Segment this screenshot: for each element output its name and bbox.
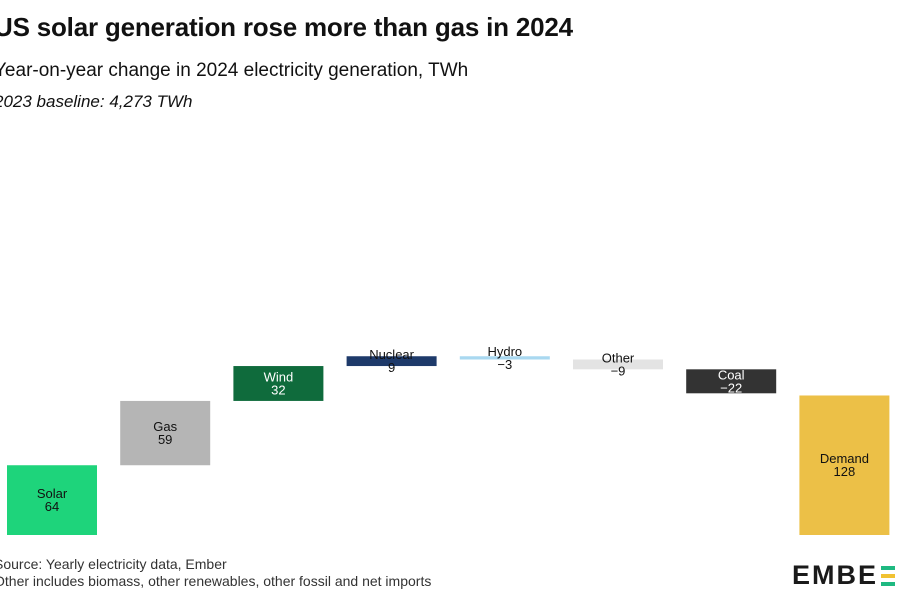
bar-label-coal: Coal (718, 367, 745, 382)
ember-logo: EMBE (792, 560, 896, 591)
bar-value-demand: 128 (834, 464, 856, 479)
logo-text: EMBE (792, 560, 879, 590)
bar-label-nuclear: Nuclear (369, 347, 414, 362)
bar-coal (686, 369, 777, 394)
baseline-note: 2023 baseline: 4,273 TWh (0, 92, 193, 111)
logo-bar-middle (881, 573, 896, 578)
bar-solar (7, 465, 97, 535)
logo-r-bars (881, 565, 896, 586)
bar-value-coal: −22 (720, 380, 742, 395)
bar-value-nuclear: 9 (388, 360, 395, 375)
logo-bar-bottom (881, 581, 896, 586)
bar-label-solar: Solar (37, 486, 68, 501)
bar-label-gas: Gas (153, 419, 177, 434)
bar-other (573, 359, 663, 370)
footer: Source: Yearly electricity data, Ember O… (0, 556, 431, 590)
bar-gas (120, 400, 211, 466)
bar-label-other: Other (602, 350, 635, 365)
bar-value-hydro: −3 (497, 357, 512, 372)
bar-value-wind: 32 (271, 382, 285, 397)
bar-nuclear (346, 356, 437, 367)
chart-title: US solar generation rose more than gas i… (0, 12, 573, 42)
bar-value-solar: 64 (45, 499, 59, 514)
footnote: Other includes biomass, other renewables… (0, 573, 432, 589)
chart-subtitle: Year-on-year change in 2024 electricity … (0, 60, 469, 81)
logo-bar-top (881, 565, 896, 570)
bar-demand (799, 395, 890, 535)
bar-value-gas: 59 (158, 432, 172, 447)
bar-label-wind: Wind (264, 369, 294, 384)
bar-label-demand: Demand (820, 451, 869, 466)
bar-label-hydro: Hydro (487, 344, 522, 359)
source-note: Source: Yearly electricity data, Ember (0, 556, 227, 572)
bar-hydro (459, 356, 550, 360)
bar-value-other: −9 (611, 363, 626, 378)
bar-wind (233, 366, 324, 401)
